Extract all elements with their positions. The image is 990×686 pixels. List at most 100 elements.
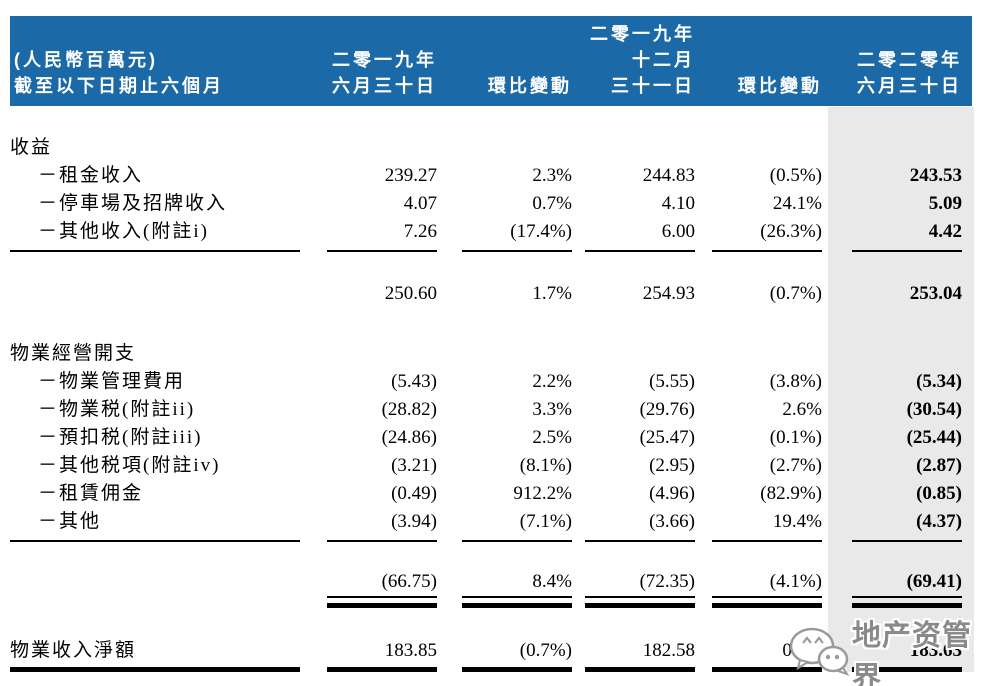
cell-dec2019: (2.95) xyxy=(649,455,695,476)
divider-double-expense-total xyxy=(10,596,972,612)
watermark: 地产资管界 xyxy=(788,612,990,686)
cell-jun2020: 243.53 xyxy=(909,165,962,186)
row-other-income: －其他收入(附註i) 7.26 (17.4%) 6.00 (26.3%) 4.4… xyxy=(10,218,972,246)
row-label: －預扣税(附註iii) xyxy=(38,427,203,448)
cell-qoq1: 0.7% xyxy=(532,193,572,214)
cell-qoq2: (2.7%) xyxy=(769,455,822,476)
cell-qoq2: (26.3%) xyxy=(760,221,822,242)
cell-qoq2: 19.4% xyxy=(772,511,822,532)
cell-qoq2: (0.7%) xyxy=(769,283,822,304)
cell-jun2019: 7.26 xyxy=(403,221,437,242)
cell-dec2019: (72.35) xyxy=(639,571,695,592)
row-label: －其他 xyxy=(38,511,102,532)
table-body: 收益 －租金收入 239.27 2.3% 244.83 (0.5%) 243.5… xyxy=(10,106,972,675)
cell-jun2020: (69.41) xyxy=(906,571,962,592)
row-label: －物業管理費用 xyxy=(38,371,186,392)
section-row-expenses: 物業經營開支 xyxy=(10,340,972,368)
highlight-column-2020 xyxy=(828,107,974,672)
section-label: 收益 xyxy=(10,137,53,158)
header-col-2020-jun: 二零二零年 六月三十日 xyxy=(857,50,962,96)
cell-dec2019: (5.55) xyxy=(649,371,695,392)
cell-jun2019: (28.82) xyxy=(381,399,437,420)
header-unit-line: (人民幣百萬元) xyxy=(14,50,158,70)
cell-dec2019: (25.47) xyxy=(639,427,695,448)
section-label: 物業經營開支 xyxy=(10,343,137,364)
cell-dec2019: 244.83 xyxy=(642,165,695,186)
row-leasing-commission: －租賃佣金 (0.49) 912.2% (4.96) (82.9%) (0.85… xyxy=(10,480,972,508)
cell-qoq2: (0.1%) xyxy=(769,427,822,448)
row-label: －其他税項(附註iv) xyxy=(38,455,221,476)
row-rental-income: －租金收入 239.27 2.3% 244.83 (0.5%) 243.53 xyxy=(10,162,972,190)
cell-dec2019: (4.96) xyxy=(649,483,695,504)
cell-qoq2: (0.5%) xyxy=(769,165,822,186)
wechat-icon xyxy=(788,626,850,683)
cell-jun2020: 4.42 xyxy=(928,221,962,242)
cell-jun2020: 253.04 xyxy=(909,283,962,304)
row-withholding-tax: －預扣税(附註iii) (24.86) 2.5% (25.47) (0.1%) … xyxy=(10,424,972,452)
cell-qoq1: 2.3% xyxy=(532,165,572,186)
section-row-revenue: 收益 xyxy=(10,134,972,162)
header-unit-period: (人民幣百萬元) 截至以下日期止六個月 xyxy=(10,47,310,99)
header-period-line: 截至以下日期止六個月 xyxy=(14,76,224,96)
cell-qoq1: (17.4%) xyxy=(510,221,572,242)
row-carpark-signage: －停車場及招牌收入 4.07 0.7% 4.10 24.1% 5.09 xyxy=(10,190,972,218)
cell-jun2019: (0.49) xyxy=(391,483,437,504)
cell-qoq2: (3.8%) xyxy=(769,371,822,392)
cell-qoq1: 2.5% xyxy=(532,427,572,448)
cell-qoq1: (7.1%) xyxy=(519,511,572,532)
cell-qoq2: 24.1% xyxy=(772,193,822,214)
cell-qoq1: 912.2% xyxy=(513,483,572,504)
table-header: (人民幣百萬元) 截至以下日期止六個月 二零一九年 六月三十日 環比變動 二零一… xyxy=(10,16,972,106)
cell-jun2019: 4.07 xyxy=(403,193,437,214)
cell-jun2020: (30.54) xyxy=(906,399,962,420)
cell-jun2019: (5.43) xyxy=(391,371,437,392)
cell-jun2019: (24.86) xyxy=(381,427,437,448)
cell-jun2019: 183.85 xyxy=(384,640,437,661)
cell-dec2019: 6.00 xyxy=(661,221,695,242)
row-label: －其他收入(附註i) xyxy=(38,221,209,242)
cell-jun2019: (3.94) xyxy=(391,511,437,532)
cell-jun2020: (4.37) xyxy=(916,511,962,532)
row-management-fee: －物業管理費用 (5.43) 2.2% (5.55) (3.8%) (5.34) xyxy=(10,368,972,396)
row-label: －租賃佣金 xyxy=(38,483,144,504)
watermark-text: 地产资管界 xyxy=(852,620,973,686)
header-col-qoq-1: 環比變動 xyxy=(488,76,572,96)
cell-jun2020: (5.34) xyxy=(916,371,962,392)
row-property-tax: －物業税(附註ii) (28.82) 3.3% (29.76) 2.6% (30… xyxy=(10,396,972,424)
row-label: －租金收入 xyxy=(38,165,144,186)
row-label: －物業税(附註ii) xyxy=(38,399,196,420)
cell-jun2019: (3.21) xyxy=(391,455,437,476)
header-col-qoq-2: 環比變動 xyxy=(738,76,822,96)
cell-qoq1: 2.2% xyxy=(532,371,572,392)
cell-jun2020: 183.63 xyxy=(909,640,962,661)
cell-qoq2: 2.6% xyxy=(782,399,822,420)
cell-dec2019: (3.66) xyxy=(649,511,695,532)
cell-qoq1: (8.1%) xyxy=(519,455,572,476)
cell-jun2020: (2.87) xyxy=(916,455,962,476)
cell-qoq1: 1.7% xyxy=(532,283,572,304)
cell-qoq1: 8.4% xyxy=(532,571,572,592)
row-revenue-total: 250.60 1.7% 254.93 (0.7%) 253.04 xyxy=(10,280,972,308)
row-label: 物業收入淨額 xyxy=(10,640,137,661)
cell-dec2019: (29.76) xyxy=(639,399,695,420)
cell-qoq2: (82.9%) xyxy=(760,483,822,504)
cell-qoq1: (0.7%) xyxy=(519,640,572,661)
cell-jun2019: 239.27 xyxy=(384,165,437,186)
cell-jun2019: 250.60 xyxy=(384,283,437,304)
cell-qoq2: (4.1%) xyxy=(769,571,822,592)
row-expense-total: (66.75) 8.4% (72.35) (4.1%) (69.41) xyxy=(10,568,972,596)
cell-qoq1: 3.3% xyxy=(532,399,572,420)
header-col-2019-dec: 二零一九年 十二月 三十一日 xyxy=(590,24,695,96)
divider-thin-expenses xyxy=(10,536,972,546)
cell-jun2020: (25.44) xyxy=(906,427,962,448)
row-other-taxes: －其他税項(附註iv) (3.21) (8.1%) (2.95) (2.7%) … xyxy=(10,452,972,480)
cell-dec2019: 254.93 xyxy=(642,283,695,304)
header-col-2019-jun: 二零一九年 六月三十日 xyxy=(332,50,437,96)
divider-thick-net-income xyxy=(10,665,972,675)
cell-jun2020: (0.85) xyxy=(916,483,962,504)
cell-jun2019: (66.75) xyxy=(381,571,437,592)
cell-dec2019: 4.10 xyxy=(661,193,695,214)
row-label: －停車場及招牌收入 xyxy=(38,193,228,214)
row-others: －其他 (3.94) (7.1%) (3.66) 19.4% (4.37) xyxy=(10,508,972,536)
